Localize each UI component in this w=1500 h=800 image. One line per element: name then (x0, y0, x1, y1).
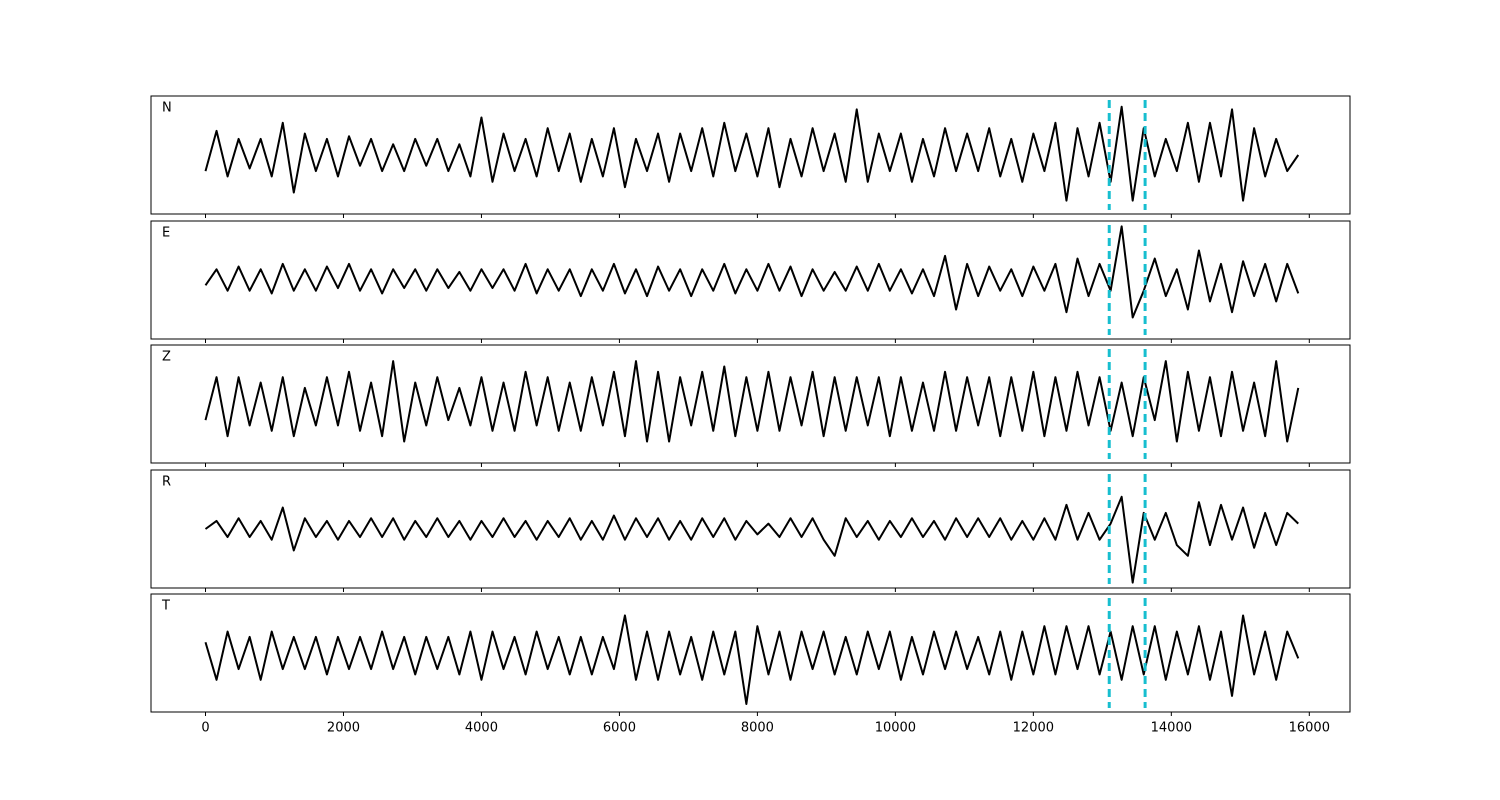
panel-label: T (161, 599, 170, 614)
panel-label: Z (162, 350, 171, 365)
x-tick-label: 14000 (1151, 721, 1192, 736)
panel-frame (150, 469, 1351, 589)
panel-label: N (162, 101, 172, 116)
x-tick-label: 4000 (465, 721, 498, 736)
trace (204, 360, 1300, 443)
panel-label: R (162, 475, 171, 490)
x-tick-label: 12000 (1013, 721, 1054, 736)
panel-frame (150, 95, 1351, 215)
x-tick-label: 10000 (875, 721, 916, 736)
panel-frame (150, 593, 1351, 713)
x-tick-label: 8000 (741, 721, 774, 736)
trace (204, 614, 1300, 705)
x-tick-label: 0 (201, 721, 209, 736)
trace (204, 105, 1300, 202)
trace (204, 225, 1300, 319)
panel-frame (150, 344, 1351, 464)
panel-frame (150, 220, 1351, 340)
x-tick-label: 16000 (1289, 721, 1330, 736)
panel-label: E (162, 226, 170, 241)
trace (204, 495, 1299, 584)
x-tick-label: 6000 (603, 721, 636, 736)
x-tick-label: 2000 (327, 721, 360, 736)
